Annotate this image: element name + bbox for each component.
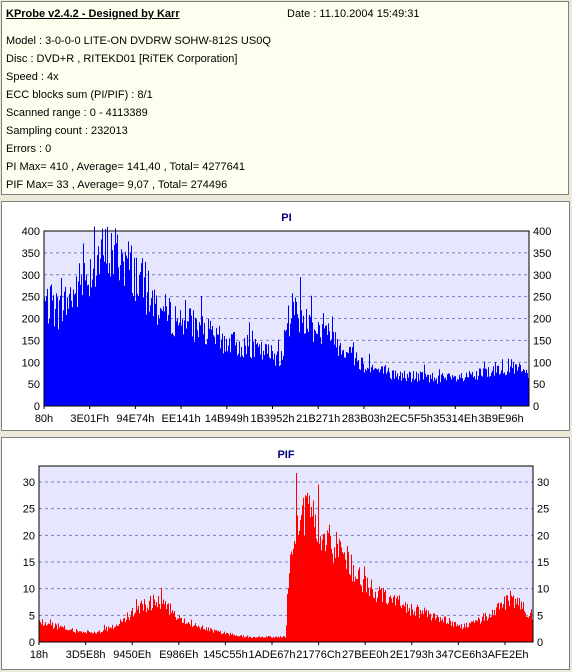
info-range: Scanned range : 0 - 4113389	[6, 107, 148, 119]
pif-x-tick-label: 347CE6h	[435, 649, 481, 661]
pi-y-tick-label-left: 50	[28, 379, 40, 391]
pi-y-tick-label-right: 200	[533, 314, 551, 326]
pi-y-tick-label-right: 300	[533, 270, 551, 282]
scan-date: Date : 11.10.2004 15:49:31	[287, 8, 420, 20]
info-panel: KProbe v2.4.2 - Designed by Karr Date : …	[1, 1, 569, 195]
pif-y-tick-label-left: 25	[23, 504, 35, 516]
pi-x-tick-label: 3E01Fh	[70, 413, 109, 425]
pi-chart-panel: PI 0 0 50 50 100 100 150 150 200 200 250 250 300 300 35…	[1, 201, 570, 431]
pif-x-tick-label: 9450Eh	[113, 649, 151, 661]
app-title: KProbe v2.4.2 - Designed by Karr	[6, 8, 180, 20]
pif-chart-title: PIF	[277, 449, 294, 461]
info-model: Model : 3-0-0-0 LITE-ON DVDRW SOHW-812S …	[6, 35, 271, 47]
pi-x-tick-label: 3B9E96h	[478, 413, 523, 425]
info-pi-stats: PI Max= 410 , Average= 141,40 , Total= 4…	[6, 161, 246, 173]
pi-plot-border	[43, 230, 530, 407]
pif-data-area	[39, 473, 533, 642]
pi-x-tick-label: 80h	[35, 413, 53, 425]
info-speed: Speed : 4x	[6, 71, 59, 83]
pif-x-tick-label: 27BEE0h	[342, 649, 388, 661]
pi-y-tick-label-right: 150	[533, 335, 551, 347]
pif-y-tick-label-left: 10	[23, 584, 35, 596]
pi-y-tick-label-left: 400	[22, 226, 40, 238]
info-pif-stats: PIF Max= 33 , Average= 9,07 , Total= 274…	[6, 179, 228, 191]
pif-x-tick-label: 2E1793h	[390, 649, 434, 661]
info-errors: Errors : 0	[6, 143, 52, 155]
pif-y-tick-label-right: 5	[537, 610, 543, 622]
pi-x-tick-label: 283B03h	[342, 413, 386, 425]
pi-y-tick-label-right: 50	[533, 379, 545, 391]
pif-x-tick-label: E986Eh	[159, 649, 198, 661]
pi-y-tick-label-left: 150	[22, 335, 40, 347]
pi-data-area	[44, 226, 529, 406]
pif-x-tick-label: 21776Ch	[296, 649, 341, 661]
info-sampling: Sampling count : 232013	[6, 125, 128, 137]
pif-y-tick-label-right: 15	[537, 557, 549, 569]
pif-y-tick-label-right: 20	[537, 530, 549, 542]
pi-y-tick-label-right: 400	[533, 226, 551, 238]
pif-x-tick-label: 3AFE2Eh	[481, 649, 528, 661]
pi-x-tick-label: 35314Eh	[433, 413, 477, 425]
pif-y-tick-label-left: 5	[29, 610, 35, 622]
pif-y-tick-label-right: 30	[537, 477, 549, 489]
pif-y-tick-label-left: 30	[23, 477, 35, 489]
pi-y-tick-label-left: 100	[22, 357, 40, 369]
info-disc: Disc : DVD+R , RITEKD01 [RiTEK Corporati…	[6, 53, 238, 65]
pif-x-tick-label: 145C55h	[203, 649, 248, 661]
pi-x-tick-label: 94E74h	[116, 413, 154, 425]
pi-y-tick-label-right: 350	[533, 248, 551, 260]
info-ecc: ECC blocks sum (PI/PIF) : 8/1	[6, 89, 153, 101]
pi-x-tick-label: 1B3952h	[250, 413, 294, 425]
pi-chart: PI 0 0 50 50 100 100 150 150 200 200 250 250 300 300 35…	[22, 212, 552, 425]
pif-chart: PIF 0 0 5 5 10 10 15 15 20 20 25 25 30 30 18h 3D5E8h 9450…	[23, 449, 550, 661]
pif-chart-panel: PIF 0 0 5 5 10 10 15 15 20 20 25 25 30 30 18h 3D5E8h 9450…	[1, 437, 570, 670]
pi-y-tick-label-right: 100	[533, 357, 551, 369]
pif-y-tick-label-left: 20	[23, 530, 35, 542]
pif-y-tick-label-right: 0	[537, 637, 543, 649]
pif-y-tick-label-left: 15	[23, 557, 35, 569]
pif-x-tick-label: 3D5E8h	[66, 649, 106, 661]
pi-y-tick-label-left: 300	[22, 270, 40, 282]
pi-x-tick-label: 21B271h	[296, 413, 340, 425]
pi-y-tick-label-right: 250	[533, 292, 551, 304]
pif-y-tick-label-left: 0	[29, 637, 35, 649]
pif-y-tick-label-right: 25	[537, 504, 549, 516]
pi-y-tick-label-right: 0	[533, 401, 539, 413]
pif-x-tick-label: 1ADE67h	[248, 649, 295, 661]
pi-x-tick-label: 14B949h	[205, 413, 249, 425]
pif-plot-border	[38, 465, 534, 643]
pi-y-tick-label-left: 200	[22, 314, 40, 326]
pi-y-tick-label-left: 250	[22, 292, 40, 304]
pi-x-tick-label: 2EC5F5h	[386, 413, 432, 425]
pi-x-tick-label: EE141h	[162, 413, 201, 425]
pif-x-tick-label: 18h	[30, 649, 48, 661]
pi-y-tick-label-left: 0	[34, 401, 40, 413]
pi-y-tick-label-left: 350	[22, 248, 40, 260]
pi-chart-title: PI	[281, 212, 291, 224]
pif-plot-area	[38, 465, 534, 643]
pif-y-tick-label-right: 10	[537, 584, 549, 596]
